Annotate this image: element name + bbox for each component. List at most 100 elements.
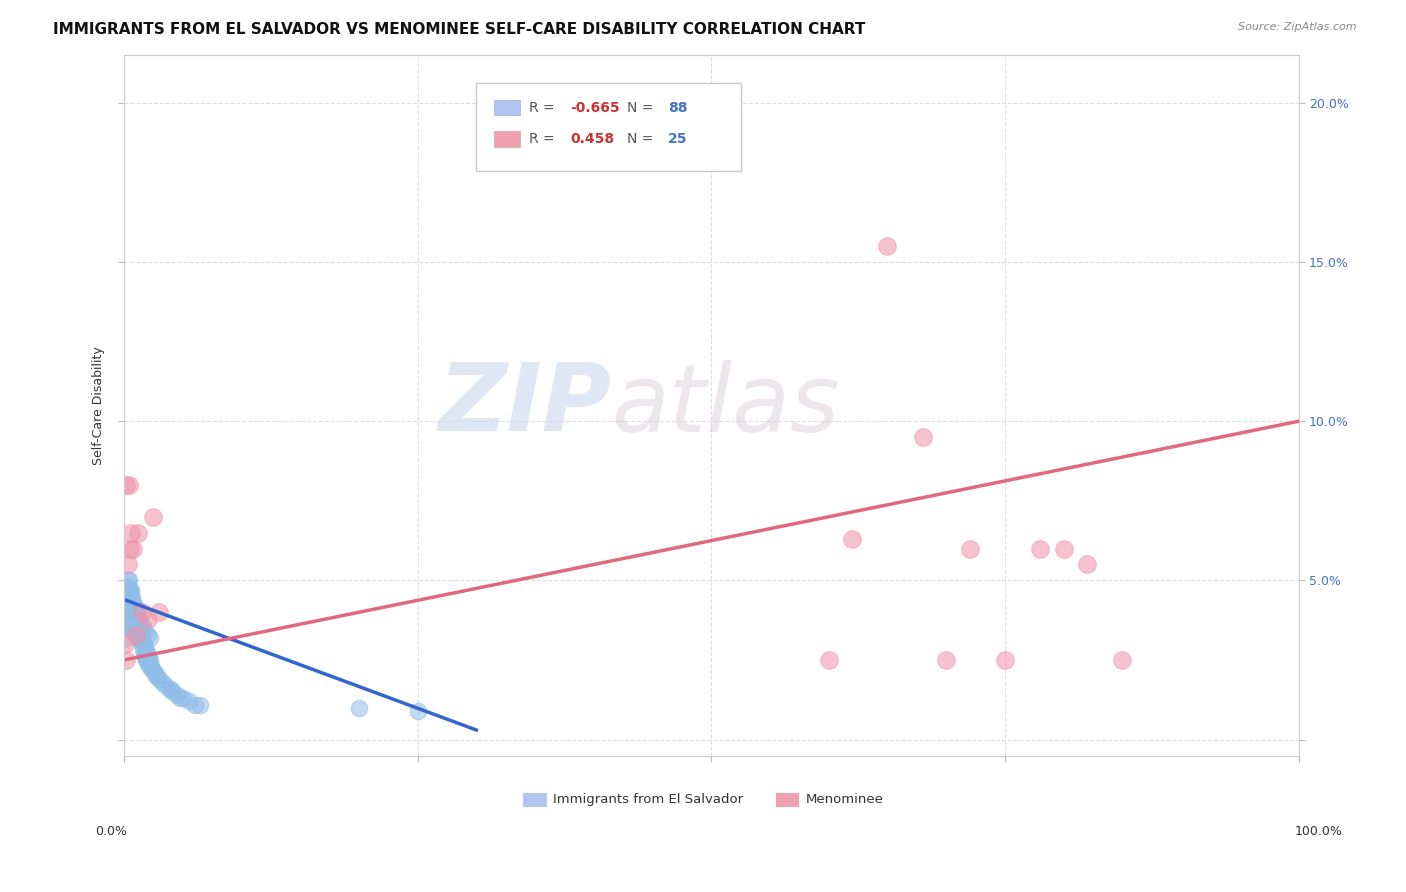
Point	[132, 643, 155, 657]
Point	[141, 663, 163, 677]
Point	[134, 640, 156, 655]
Point	[138, 659, 160, 673]
Point	[124, 602, 146, 616]
Point	[122, 541, 145, 556]
Point	[136, 647, 159, 661]
Point	[114, 637, 136, 651]
Point	[117, 580, 139, 594]
Point	[118, 608, 141, 623]
Text: 25: 25	[668, 132, 688, 146]
Point	[121, 590, 143, 604]
Point	[124, 612, 146, 626]
Point	[125, 627, 148, 641]
Point	[817, 653, 839, 667]
Point	[124, 624, 146, 639]
Point	[143, 665, 166, 680]
Point	[117, 590, 139, 604]
FancyBboxPatch shape	[494, 100, 520, 115]
Point	[117, 558, 139, 572]
Point	[125, 627, 148, 641]
Point	[142, 663, 165, 677]
Point	[132, 633, 155, 648]
Point	[115, 618, 138, 632]
Point	[124, 599, 146, 613]
FancyBboxPatch shape	[477, 83, 741, 170]
Text: R =: R =	[529, 101, 560, 115]
Point	[117, 621, 139, 635]
Point	[118, 618, 141, 632]
Point	[136, 612, 159, 626]
Text: Immigrants from El Salvador: Immigrants from El Salvador	[553, 793, 742, 806]
Point	[125, 615, 148, 629]
Point	[118, 615, 141, 629]
Point	[139, 653, 162, 667]
Point	[115, 653, 138, 667]
Point	[114, 621, 136, 635]
Point	[129, 624, 152, 639]
Point	[128, 612, 150, 626]
Point	[128, 621, 150, 635]
Point	[118, 541, 141, 556]
Point	[1029, 541, 1052, 556]
Point	[959, 541, 981, 556]
Text: 0.0%: 0.0%	[96, 825, 128, 838]
Text: 0.458: 0.458	[571, 132, 614, 146]
Point	[136, 656, 159, 670]
Text: ZIP: ZIP	[439, 359, 612, 451]
Point	[114, 612, 136, 626]
Point	[994, 653, 1017, 667]
Point	[876, 239, 898, 253]
Point	[145, 669, 167, 683]
Point	[129, 633, 152, 648]
Point	[177, 694, 200, 708]
Point	[117, 612, 139, 626]
Point	[134, 624, 156, 639]
Point	[118, 605, 141, 619]
Text: Source: ZipAtlas.com: Source: ZipAtlas.com	[1239, 22, 1357, 32]
Point	[135, 643, 157, 657]
Point	[160, 681, 183, 696]
Point	[118, 574, 141, 588]
Point	[190, 698, 212, 712]
Point	[118, 582, 141, 597]
Point	[139, 659, 162, 673]
Point	[841, 532, 863, 546]
Point	[139, 631, 162, 645]
Point	[117, 574, 139, 588]
Point	[120, 605, 142, 619]
FancyBboxPatch shape	[523, 793, 547, 806]
Point	[146, 669, 169, 683]
Point	[120, 582, 142, 597]
Point	[122, 605, 145, 619]
Point	[153, 678, 176, 692]
Point	[125, 605, 148, 619]
Text: atlas: atlas	[612, 359, 839, 450]
Point	[121, 599, 143, 613]
Point	[148, 672, 170, 686]
Point	[120, 525, 142, 540]
Point	[911, 430, 934, 444]
Point	[122, 618, 145, 632]
Point	[118, 478, 141, 492]
Point	[114, 599, 136, 613]
Point	[118, 592, 141, 607]
Point	[1111, 653, 1133, 667]
Point	[122, 596, 145, 610]
Point	[1076, 558, 1098, 572]
Point	[169, 691, 191, 706]
Point	[131, 627, 153, 641]
Point	[118, 599, 141, 613]
Point	[127, 627, 149, 641]
Y-axis label: Self-Care Disability: Self-Care Disability	[93, 346, 105, 465]
Point	[132, 647, 155, 661]
Point	[138, 649, 160, 664]
Point	[120, 596, 142, 610]
FancyBboxPatch shape	[776, 793, 800, 806]
Point	[347, 700, 370, 714]
Point	[935, 653, 957, 667]
Text: -0.665: -0.665	[571, 101, 620, 115]
Text: 88: 88	[668, 101, 688, 115]
Point	[150, 675, 173, 690]
Point	[162, 685, 184, 699]
Point	[125, 612, 148, 626]
